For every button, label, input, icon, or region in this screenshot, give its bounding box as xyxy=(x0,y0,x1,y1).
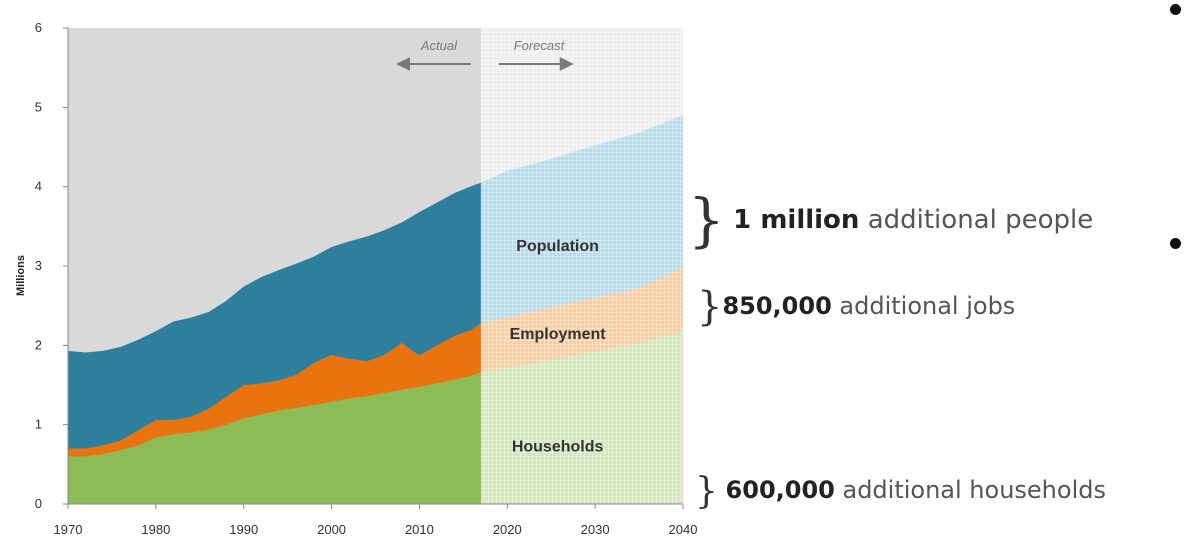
y-tick-label: 3 xyxy=(35,258,42,273)
x-tick-label: 1990 xyxy=(229,522,258,537)
brace-icon: } xyxy=(697,284,723,330)
households-area-label: Households xyxy=(512,439,604,456)
y-tick-label: 1 xyxy=(35,417,42,432)
y-tick-label: 2 xyxy=(35,337,42,352)
x-tick-label: 1980 xyxy=(141,522,170,537)
x-tick-label: 2020 xyxy=(493,522,522,537)
brace-icon: } xyxy=(688,186,725,254)
population-area-label: Population xyxy=(516,238,599,255)
forecast-label: Forecast xyxy=(514,38,566,53)
annotation-households: } 600,000 additional households xyxy=(695,471,1106,512)
x-tick-label: 2010 xyxy=(405,522,434,537)
x-tick-label: 2000 xyxy=(317,522,346,537)
forecast-grid-overlay xyxy=(480,28,683,504)
actual-label: Actual xyxy=(420,38,458,53)
employment-area-label: Employment xyxy=(510,326,607,343)
y-tick-label: 0 xyxy=(35,496,42,511)
y-tick-label: 4 xyxy=(35,179,42,194)
y-axis-label: Millions xyxy=(15,255,27,296)
y-tick-label: 5 xyxy=(35,99,42,114)
x-tick-label: 2030 xyxy=(581,522,610,537)
households-area-actual xyxy=(68,372,481,504)
brace-icon: } xyxy=(695,471,718,512)
bullet-point-icon xyxy=(1170,4,1181,15)
annotation-population: } 1 million additional people xyxy=(688,186,1094,254)
x-tick-label: 2040 xyxy=(669,522,698,537)
bullet-point-icon xyxy=(1170,238,1181,249)
y-tick-label: 6 xyxy=(35,20,42,35)
annotation-employment: }850,000 additional jobs xyxy=(697,284,1016,330)
x-tick-label: 1970 xyxy=(54,522,83,537)
